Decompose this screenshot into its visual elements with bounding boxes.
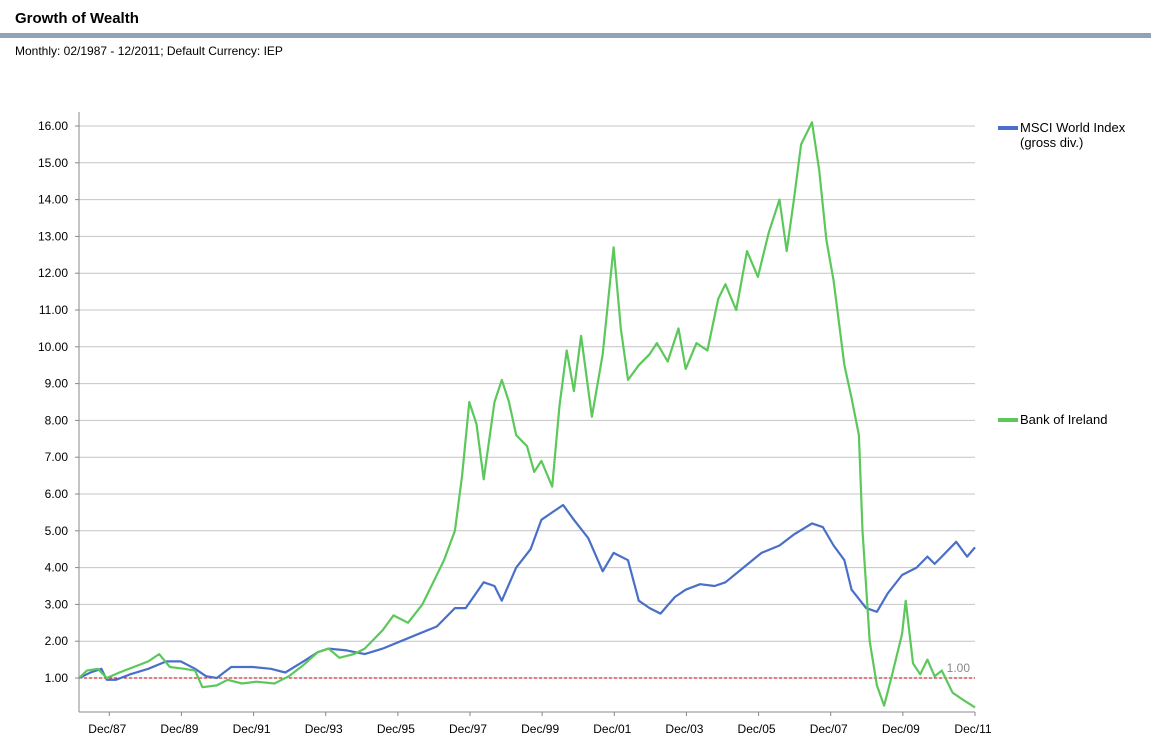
x-tick-label-9: Dec/05 xyxy=(738,722,776,736)
x-tick-label-4: Dec/95 xyxy=(377,722,415,736)
y-tick-label-5: 6.00 xyxy=(45,487,69,501)
x-tick-label-7: Dec/01 xyxy=(593,722,631,736)
y-tick-label-4: 5.00 xyxy=(45,524,69,538)
y-tick-label-14: 15.00 xyxy=(38,156,68,170)
x-tick-label-10: Dec/07 xyxy=(810,722,848,736)
x-tick-label-2: Dec/91 xyxy=(233,722,271,736)
y-tick-label-9: 10.00 xyxy=(38,340,68,354)
y-tick-label-12: 13.00 xyxy=(38,229,68,243)
reference-line-label: 1.00 xyxy=(947,661,971,675)
y-tick-label-11: 12.00 xyxy=(38,266,68,280)
y-tick-label-7: 8.00 xyxy=(45,413,69,427)
chart-title: Growth of Wealth xyxy=(15,10,139,27)
y-tick-label-1: 2.00 xyxy=(45,634,69,648)
chart-subtitle: Monthly: 02/1987 - 12/2011; Default Curr… xyxy=(15,44,283,58)
series-line-bank-of-ireland xyxy=(78,121,976,709)
y-tick-label-0: 1.00 xyxy=(45,671,69,685)
x-tick-label-1: Dec/89 xyxy=(160,722,198,736)
x-tick-label-3: Dec/93 xyxy=(305,722,343,736)
x-tick-label-5: Dec/97 xyxy=(449,722,487,736)
y-tick-label-3: 4.00 xyxy=(45,561,69,575)
x-tick-label-6: Dec/99 xyxy=(521,722,559,736)
y-tick-label-13: 14.00 xyxy=(38,193,68,207)
y-tick-label-10: 11.00 xyxy=(39,303,68,317)
series-line-msci-world-index xyxy=(78,503,976,681)
y-tick-label-6: 7.00 xyxy=(45,450,69,464)
y-tick-label-2: 3.00 xyxy=(45,597,69,611)
legend-item-bank-of-ireland: Bank of Ireland xyxy=(998,412,1107,427)
y-tick-label-15: 16.00 xyxy=(38,119,68,133)
legend-label-bank-of-ireland: Bank of Ireland xyxy=(1020,412,1108,427)
x-tick-label-8: Dec/03 xyxy=(665,722,703,736)
x-tick-label-12: Dec/11 xyxy=(954,722,991,736)
y-tick-label-8: 9.00 xyxy=(45,377,69,391)
legend-swatch-bank-of-ireland xyxy=(998,418,1018,422)
x-tick-label-0: Dec/87 xyxy=(88,722,126,736)
legend-label-msci: MSCI World Index (gross div.) xyxy=(1020,120,1126,150)
x-tick-label-11: Dec/09 xyxy=(882,722,920,736)
legend-swatch-msci xyxy=(998,126,1018,130)
legend-item-msci: MSCI World Index (gross div.) xyxy=(998,120,1145,150)
title-divider xyxy=(0,33,1151,38)
